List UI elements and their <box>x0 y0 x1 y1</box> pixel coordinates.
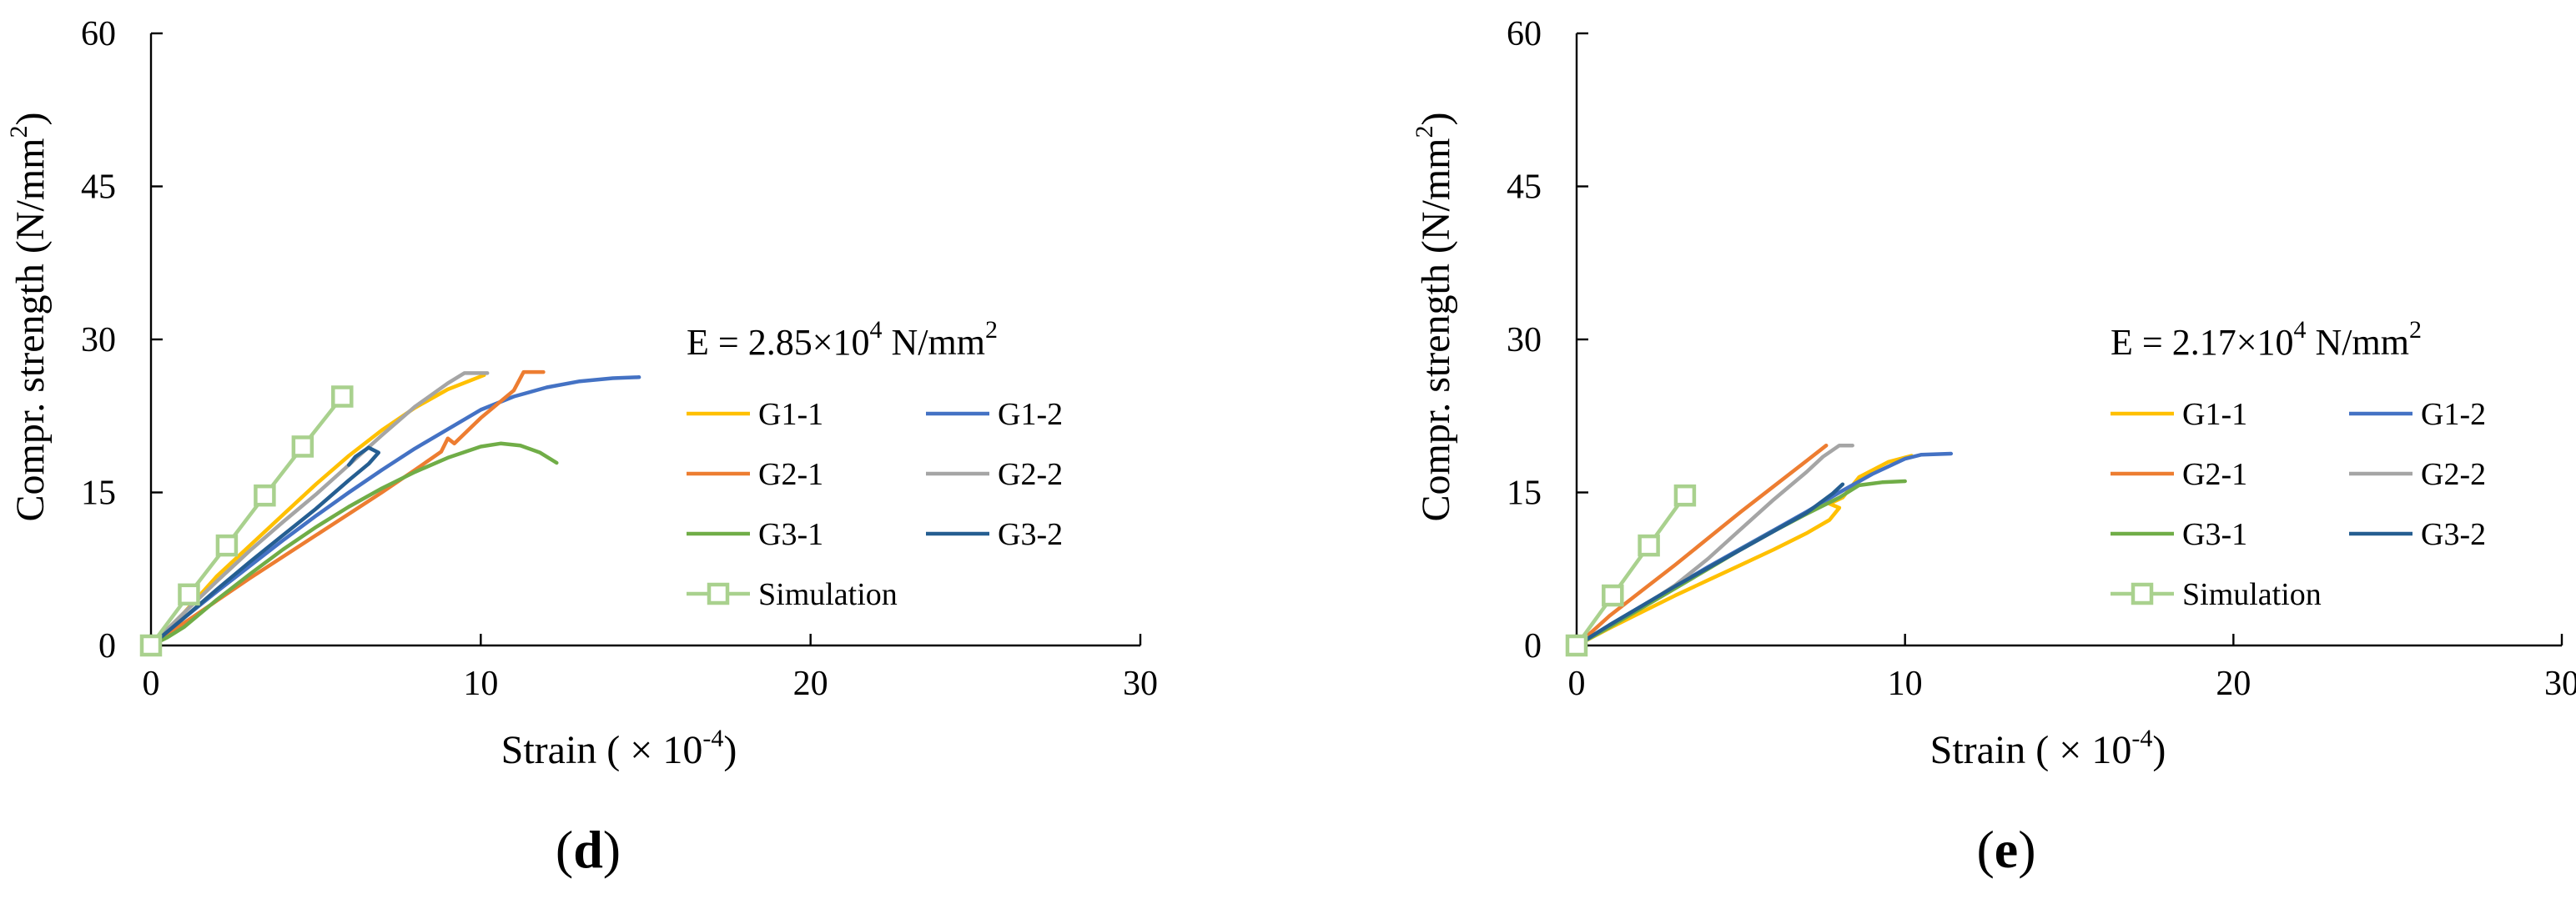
y-tick-label: 0 <box>1524 627 1542 665</box>
legend-label-G1-1: G1-1 <box>758 397 823 432</box>
modulus-annotation-unit-exponent: 2 <box>2409 316 2422 344</box>
y-tick-label: 30 <box>1507 321 1542 359</box>
panel-label-letter: e <box>1995 820 2018 879</box>
modulus-annotation-exponent: 4 <box>2294 316 2307 344</box>
x-axis-title: Strain ( × 10-4) <box>1930 725 2166 772</box>
y-axis-title-text: Compr. strength (N/mm <box>1414 138 1458 522</box>
y-tick-label: 60 <box>81 15 116 53</box>
legend-marker-simulation <box>707 582 730 605</box>
x-tick-label: 20 <box>793 665 828 703</box>
y-axis-title-close: ) <box>8 113 53 126</box>
modulus-annotation: E = 2.85×104 N/mm2 <box>687 316 998 363</box>
y-axis-title-exponent: 2 <box>1411 126 1438 138</box>
x-axis-title-exponent: -4 <box>2131 725 2152 752</box>
y-tick-label: 45 <box>1507 168 1542 207</box>
series-line-G2-2 <box>1574 443 1854 648</box>
panel-label-open: ( <box>1976 820 1994 879</box>
legend-label-G3-1: G3-1 <box>2182 517 2247 552</box>
legend-label-simulation: Simulation <box>758 577 898 612</box>
x-tick-label: 0 <box>143 665 160 703</box>
legend-label-G1-2: G1-2 <box>2421 397 2486 432</box>
legend-label-G2-1: G2-1 <box>758 457 823 492</box>
series-line-G3-2 <box>1574 482 1845 648</box>
x-tick-label: 20 <box>2216 665 2251 703</box>
legend-label-G2-2: G2-2 <box>2421 457 2486 492</box>
series-line-G2-2 <box>148 371 490 648</box>
simulation-marker <box>1565 634 1588 657</box>
series-line-simulation <box>1575 494 1687 647</box>
simulation-marker <box>139 634 163 657</box>
series-line-G2-1 <box>1574 443 1829 648</box>
simulation-marker <box>291 435 314 458</box>
legend-label-G1-1: G1-1 <box>2182 397 2247 432</box>
panel-label-letter: d <box>573 820 603 879</box>
y-axis-title: Compr. strength (N/mm2) <box>1411 113 1458 522</box>
x-tick-label: 30 <box>2544 665 2576 703</box>
modulus-annotation-unit: N/mm <box>883 322 985 363</box>
y-axis-title-exponent: 2 <box>5 126 33 138</box>
simulation-marker <box>178 583 200 606</box>
x-axis-title: Strain ( × 10-4) <box>501 725 737 772</box>
x-tick-label: 0 <box>1568 665 1586 703</box>
series-line-G1-2 <box>148 375 641 648</box>
simulation-marker <box>1602 584 1624 607</box>
x-axis-title-text: Strain ( × 10 <box>501 728 703 772</box>
modulus-annotation-unit: N/mm <box>2307 322 2409 363</box>
series-line-simulation <box>149 395 345 647</box>
simulation-marker <box>1673 484 1697 507</box>
series-line-G3-2 <box>148 445 381 648</box>
y-axis-title: Compr. strength (N/mm2) <box>5 113 53 522</box>
panel-label-close: ) <box>603 820 621 879</box>
y-tick-label: 45 <box>81 168 116 207</box>
legend-label-G2-2: G2-2 <box>998 457 1063 492</box>
y-axis-title-text: Compr. strength (N/mm <box>8 138 53 522</box>
simulation-marker <box>254 484 276 507</box>
panel-label: (d) <box>556 820 621 879</box>
simulation-marker <box>331 385 354 408</box>
modulus-annotation-exponent: 4 <box>870 316 883 344</box>
series-line-G3-1 <box>148 441 559 648</box>
x-tick-label: 30 <box>1123 665 1158 703</box>
x-axis-title-close: ) <box>723 728 737 772</box>
legend-label-G2-1: G2-1 <box>2182 457 2247 492</box>
panel-label-close: ) <box>2018 820 2035 879</box>
x-axis-title-text: Strain ( × 10 <box>1930 728 2132 772</box>
y-tick-label: 60 <box>1507 15 1542 53</box>
y-tick-label: 0 <box>98 627 116 665</box>
legend-label-simulation: Simulation <box>2182 577 2322 612</box>
panel-label: (e) <box>1976 820 2035 879</box>
legend-label-G3-2: G3-2 <box>998 517 1063 552</box>
series-line-G1-1 <box>148 373 486 648</box>
legend-label-G1-2: G1-2 <box>998 397 1063 432</box>
x-tick-label: 10 <box>1888 665 1923 703</box>
y-tick-label: 15 <box>1507 475 1542 513</box>
modulus-annotation-unit-exponent: 2 <box>985 316 998 344</box>
x-tick-label: 10 <box>463 665 498 703</box>
x-axis-title-close: ) <box>2152 728 2166 772</box>
legend-label-G3-1: G3-1 <box>758 517 823 552</box>
simulation-marker <box>215 534 239 557</box>
modulus-annotation-prefix: E = 2.85×10 <box>687 322 870 363</box>
modulus-annotation-prefix: E = 2.17×10 <box>2111 322 2294 363</box>
y-tick-label: 15 <box>81 475 116 513</box>
legend-label-G3-2: G3-2 <box>2421 517 2486 552</box>
y-tick-label: 30 <box>81 321 116 359</box>
panel-label-open: ( <box>556 820 573 879</box>
legend-marker-simulation <box>2131 582 2154 605</box>
y-axis-title-close: ) <box>1414 113 1458 126</box>
simulation-marker <box>1638 534 1660 557</box>
x-axis-title-exponent: -4 <box>702 725 723 752</box>
modulus-annotation: E = 2.17×104 N/mm2 <box>2111 316 2422 363</box>
